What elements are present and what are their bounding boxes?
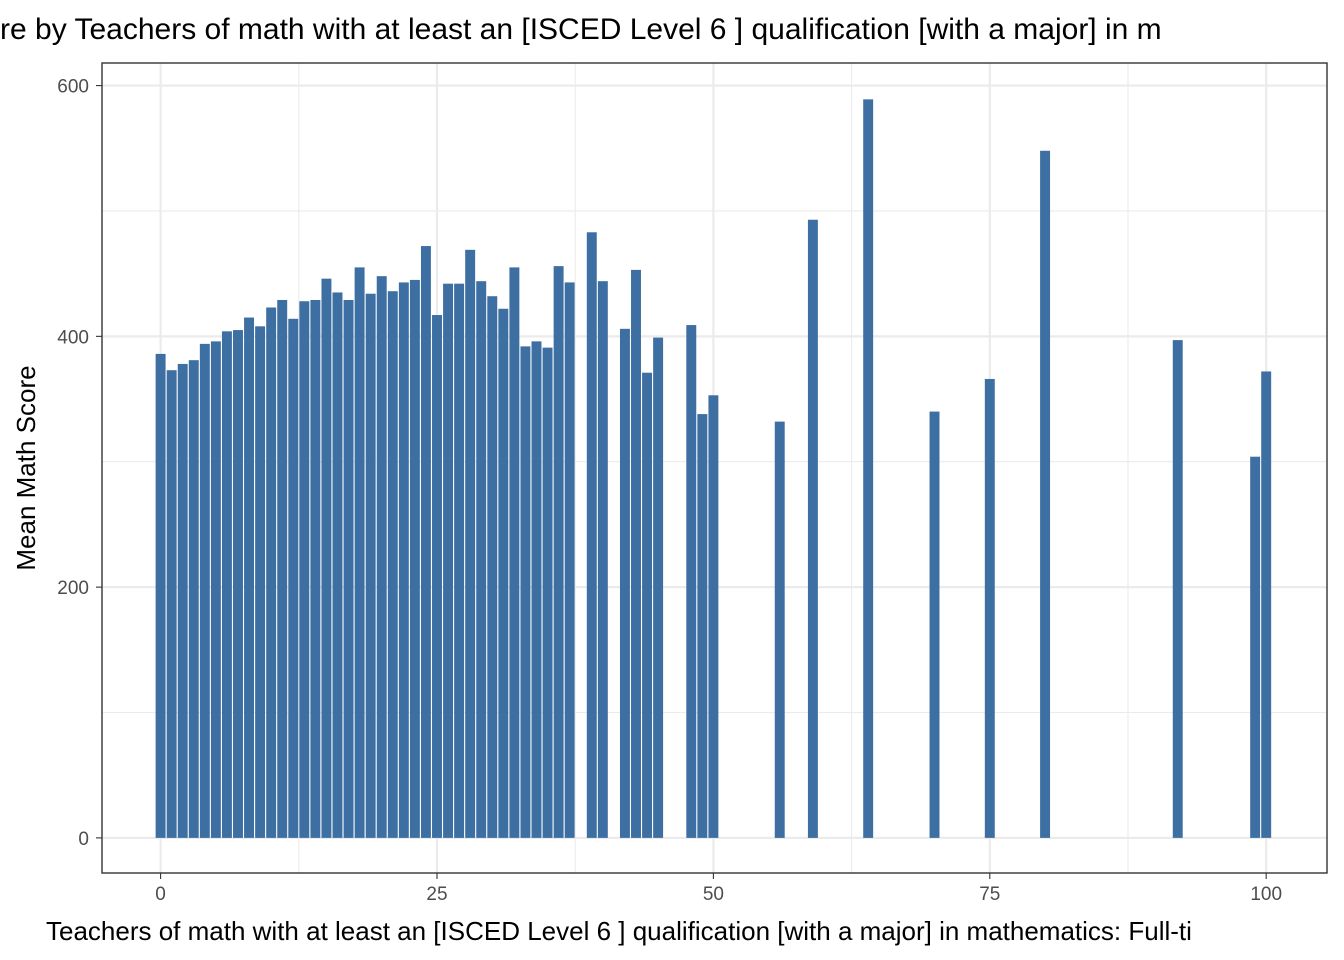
bar [288,318,299,838]
chart-title: re by Teachers of math with at least an … [0,13,1162,46]
y-tick-label: 0 [78,829,89,850]
bar [443,283,454,838]
bar [454,283,465,838]
x-tick-label: 0 [155,884,166,905]
bar [1261,371,1272,838]
y-axis: 0 200 400 600 [57,77,102,850]
bar [188,360,199,838]
bar [432,315,442,838]
plot-panel-border [101,62,1328,874]
bar [1172,340,1183,838]
bar [398,282,409,838]
bar [653,337,664,838]
bar [255,326,266,838]
bar [332,292,343,838]
bar [299,301,310,838]
bar [586,232,597,838]
bar [420,246,431,838]
bar [929,411,940,838]
bar [642,372,653,838]
bar [409,279,420,838]
bar [277,299,288,838]
bar [697,414,708,838]
bar [686,325,697,838]
bar [199,343,210,838]
bar [487,296,498,838]
x-tick-label: 100 [1250,884,1282,905]
bar [266,307,277,838]
bar [708,395,719,838]
bar [221,331,232,838]
x-tick-label: 75 [979,884,1000,905]
y-tick-label: 200 [57,578,89,599]
bar [807,219,818,838]
bar [1250,456,1261,838]
bar [619,328,630,838]
bar [465,249,476,838]
bar [166,370,177,838]
x-axis: 0 25 50 75 100 [155,873,1282,905]
bar [863,99,874,838]
bar [1040,150,1051,838]
bar [597,281,608,838]
bar [520,346,531,838]
x-tick-label: 25 [426,884,447,905]
bar [376,276,387,838]
bar [498,308,509,838]
bar [210,341,221,838]
bar [984,378,995,838]
bar [553,266,564,838]
x-tick-label: 50 [703,884,724,905]
bar [774,421,785,838]
y-tick-label: 400 [57,327,89,348]
bar [343,299,354,838]
bar [310,299,321,838]
y-axis-title: Mean Math Score [11,365,41,570]
bar [155,353,166,838]
bar [365,293,376,838]
bar [321,278,332,838]
bar [387,291,398,838]
bar [509,267,520,838]
bar [564,282,575,838]
bar [531,341,542,838]
x-axis-title: Teachers of math with at least an [ISCED… [46,916,1192,946]
bar [354,267,365,838]
bars [155,99,1272,838]
bar [177,363,188,838]
bar [476,281,487,838]
bar [233,330,243,838]
bar [244,317,255,838]
bar [542,347,553,838]
bar [631,269,641,838]
y-tick-label: 600 [57,77,89,98]
